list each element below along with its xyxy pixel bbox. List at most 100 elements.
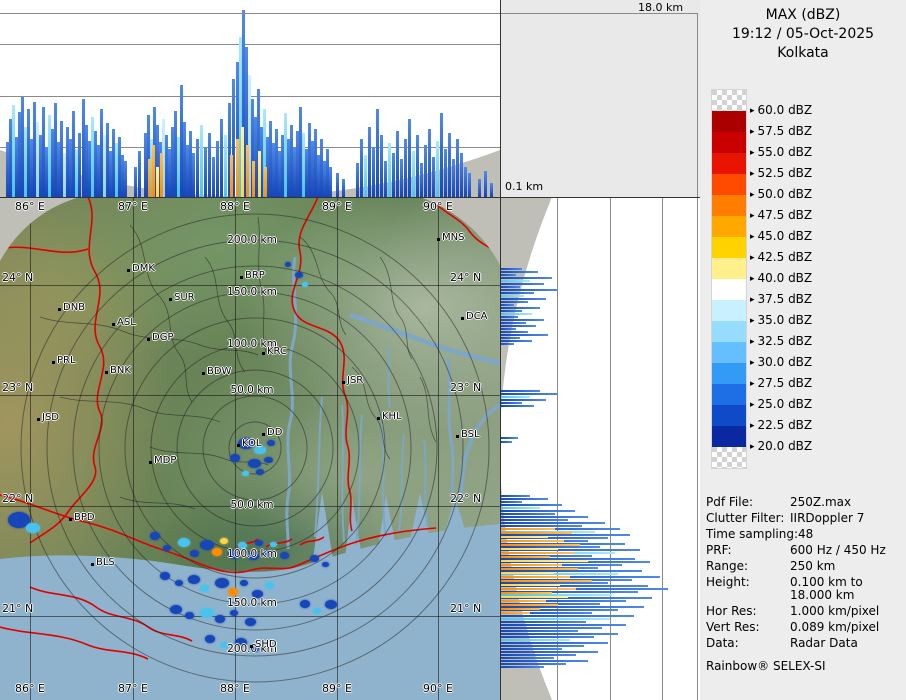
legend-label-text: 57.5 dBZ [757, 124, 813, 138]
legend-arrow-icon: ▸ [750, 400, 755, 410]
profile-bar [109, 151, 112, 197]
profile-bar [500, 600, 546, 602]
info-row: PRF: 600 Hz / 450 Hz [706, 544, 902, 557]
legend-arrow-icon: ▸ [750, 232, 755, 242]
city-markers: MNS DMK BRP SUR DNB ASL DGP KRC PRL BNK BDW JSR DCA K… [0, 197, 500, 700]
profile-gridline [557, 197, 558, 700]
legend-swatch [712, 90, 746, 111]
profile-bar [500, 592, 552, 594]
legend-label-text: 32.5 dBZ [757, 334, 813, 348]
profile-bar [258, 151, 261, 197]
city-label: KOL [242, 438, 262, 449]
profile-bar [156, 167, 159, 197]
profile-bar [57, 142, 60, 197]
city-label: DNB [63, 302, 86, 313]
profile-bar [69, 139, 72, 197]
city-label: MNS [442, 232, 465, 243]
profile-bar [266, 137, 269, 197]
profile-bar [452, 159, 455, 197]
profile-bar [500, 402, 522, 404]
echo-blob [267, 440, 275, 446]
profile-bar [264, 167, 267, 197]
profile-bar [165, 135, 168, 197]
city-dot [250, 645, 253, 648]
profile-bar [500, 556, 550, 558]
legend-label: ▸ 32.5 dBZ [750, 334, 812, 350]
profile-bar [490, 183, 493, 197]
profile-bar [239, 37, 242, 197]
city-label: PRL [57, 355, 76, 366]
info-value: 250Z.max [790, 495, 852, 509]
profile-bar [30, 139, 33, 197]
profile-bar [440, 113, 443, 197]
echo-blob [163, 545, 171, 551]
info-value: 0.089 km/pixel [790, 620, 880, 634]
profile-bar [500, 564, 562, 566]
profile-bar [103, 135, 106, 197]
legend-label-text: 50.0 dBZ [757, 187, 813, 201]
range-ring [228, 421, 282, 475]
legend-label: ▸ 47.5 dBZ [750, 208, 812, 224]
info-value: IIRDoppler 7 [790, 511, 865, 525]
profile-bar [500, 561, 650, 563]
latitude-label: 23° N [2, 381, 34, 394]
city-dot [262, 433, 265, 436]
city-dot [127, 269, 130, 272]
profile-bar [251, 99, 254, 197]
legend-arrow-icon: ▸ [750, 316, 755, 326]
legend-arrow-icon: ▸ [750, 127, 755, 137]
echo-blob [270, 542, 277, 547]
range-ring-label: 100.0 km [227, 548, 277, 560]
legend-arrow-icon: ▸ [750, 337, 755, 347]
profile-bar [174, 111, 177, 197]
profile-bar [500, 437, 518, 439]
echo-blob [230, 610, 238, 616]
profile-bar [456, 139, 459, 197]
echo-blob [248, 459, 261, 468]
echo-blob [220, 642, 228, 648]
profile-bar [500, 588, 576, 590]
profile-bar [121, 155, 124, 197]
profile-bar [275, 129, 278, 197]
latitude-label: 22° N [450, 492, 482, 505]
latitude-label: 24° N [2, 271, 34, 284]
profile-bar [436, 141, 439, 197]
profile-bar [392, 153, 395, 197]
profile-bar [500, 594, 612, 596]
profile-bar [82, 99, 85, 197]
profile-bar [500, 313, 532, 315]
profile-bar [293, 147, 296, 197]
profile-bar [500, 307, 540, 309]
profile-bar [75, 149, 78, 197]
profile-bar [500, 528, 620, 530]
city-label: BNK [110, 365, 131, 376]
echo-blob [325, 600, 337, 609]
echo-blob [313, 608, 321, 614]
city-dot [105, 371, 108, 374]
profile-bar [500, 544, 580, 546]
radar-echoes [0, 197, 500, 700]
range-ring-label: 150.0 km [227, 286, 277, 298]
profile-bar [236, 139, 239, 197]
profile-bar [299, 107, 302, 197]
legend-swatch [712, 153, 746, 174]
map-top-frame [0, 197, 700, 198]
product-title: MAX (dBZ) [765, 7, 841, 23]
legend-label: ▸ 20.0 dBZ [750, 439, 812, 455]
echo-blob [212, 548, 222, 556]
profile-bar [424, 145, 427, 197]
profile-bar [500, 283, 544, 285]
profile-bar [500, 286, 520, 288]
longitude-label: 89° E [322, 200, 352, 213]
info-label: Time sampling: [706, 527, 799, 541]
profile-bar [156, 125, 159, 197]
profile-bar [500, 612, 530, 614]
profile-bar [216, 141, 219, 197]
profile-bar [148, 159, 151, 197]
legend-arrow-icon: ▸ [750, 274, 755, 284]
info-value: 1.000 km/pixel [790, 604, 880, 618]
echo-blob [285, 262, 291, 267]
legend-label: ▸ 55.0 dBZ [750, 145, 812, 161]
range-ring [20, 213, 490, 683]
profile-bar [500, 651, 598, 653]
